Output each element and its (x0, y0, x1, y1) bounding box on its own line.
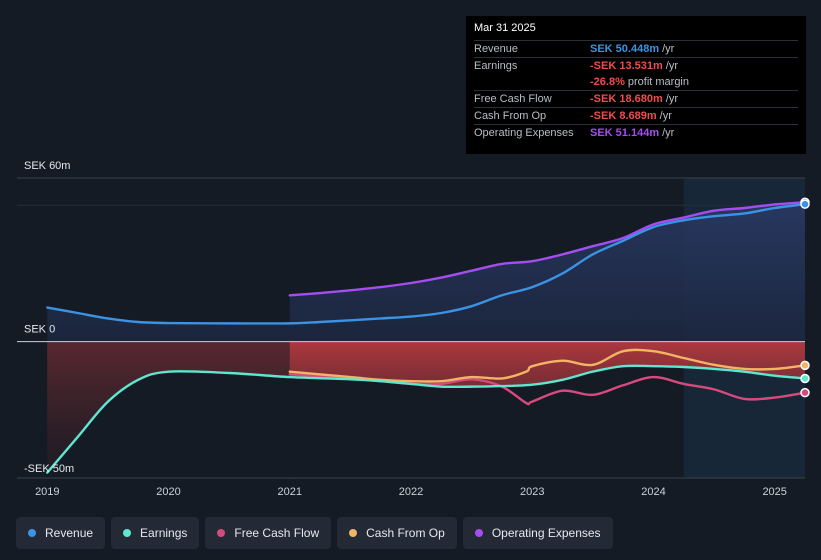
revenue-line (46, 202, 807, 325)
x-tick-label: 2021 (278, 486, 302, 498)
tooltip-row-opex: Operating Expenses SEK 51.144m /yr (474, 124, 798, 141)
y-tick-label: -SEK 50m (24, 463, 74, 475)
x-tick-label: 2025 (762, 486, 786, 498)
tooltip-date: Mar 31 2025 (474, 22, 536, 34)
tooltip-value: SEK 50.448m (590, 43, 660, 55)
positive-area (47, 202, 806, 342)
tooltip-unit: /yr (659, 110, 672, 122)
y-tick-label: SEK 60m (24, 160, 70, 172)
tooltip-row-margin: -26.8% profit margin (474, 74, 798, 90)
x-tick-label: 2024 (641, 486, 665, 498)
x-tick-label: 2020 (156, 486, 180, 498)
cash-from-op-dot-icon (349, 529, 358, 537)
tooltip-label: Cash From Op (474, 110, 547, 122)
legend-label: Free Cash Flow (234, 526, 320, 540)
revenue-end-marker (800, 199, 810, 209)
earnings-end-marker (800, 373, 810, 384)
tooltip-row-fcf: Free Cash Flow -SEK 18.680m /yr (474, 90, 798, 107)
legend: Revenue Earnings Free Cash Flow Cash Fro… (16, 517, 613, 549)
cash-from-op-end-marker (800, 360, 810, 371)
earnings-line (46, 364, 807, 474)
tooltip-value: -26.8% (590, 76, 625, 88)
tooltip-label: Free Cash Flow (474, 93, 552, 105)
y-tick-label: SEK 0 (24, 324, 55, 336)
x-tick-label: 2023 (520, 486, 544, 498)
tooltip-value: -SEK 8.689m (590, 110, 657, 122)
tooltip-unit: profit margin (627, 76, 689, 88)
tooltip-row-cfo: Cash From Op -SEK 8.689m /yr (474, 107, 798, 124)
tooltip-unit: /yr (665, 93, 678, 105)
free-cash-flow-end-marker (800, 387, 810, 398)
tooltip-unit: /yr (662, 43, 675, 55)
legend-item-cash-from-op[interactable]: Cash From Op (337, 517, 457, 549)
legend-item-earnings[interactable]: Earnings (111, 517, 200, 549)
tooltip-unit: /yr (662, 127, 675, 139)
legend-item-operating-expenses[interactable]: Operating Expenses (462, 517, 613, 549)
tooltip-row-earnings: Earnings -SEK 13.531m /yr (474, 57, 798, 74)
tooltip: Mar 31 2025 Revenue SEK 50.448m /yr Earn… (466, 16, 806, 154)
tooltip-row-revenue: Revenue SEK 50.448m /yr (474, 40, 798, 57)
legend-label: Cash From Op (366, 526, 445, 540)
tooltip-label: Operating Expenses (474, 127, 574, 139)
legend-item-revenue[interactable]: Revenue (16, 517, 106, 549)
cash-from-op-line (288, 348, 807, 383)
tooltip-label: Earnings (474, 60, 518, 72)
tooltip-value: -SEK 18.680m (590, 93, 663, 105)
legend-label: Earnings (140, 526, 188, 540)
free-cash-flow-dot-icon (217, 529, 226, 537)
revenue-dot-icon (28, 529, 36, 537)
line-chart: 2019 2020 2021 2022 2023 2024 2025 SEK 60m SEK 0… (17, 160, 810, 498)
x-tick-label: 2022 (399, 486, 423, 498)
legend-label: Revenue (45, 526, 94, 540)
operating-expenses-line (288, 201, 807, 297)
legend-label: Operating Expenses (491, 526, 601, 540)
tooltip-value: -SEK 13.531m (590, 60, 663, 72)
x-tick-label: 2019 (35, 486, 59, 498)
pre-2021-shade (47, 341, 290, 478)
legend-item-free-cash-flow[interactable]: Free Cash Flow (205, 517, 332, 549)
operating-expenses-dot-icon (474, 529, 483, 537)
tooltip-label: Revenue (474, 43, 519, 55)
earnings-dot-icon (123, 529, 132, 537)
tooltip-value: SEK 51.144m (590, 127, 660, 139)
tooltip-unit: /yr (665, 60, 678, 72)
